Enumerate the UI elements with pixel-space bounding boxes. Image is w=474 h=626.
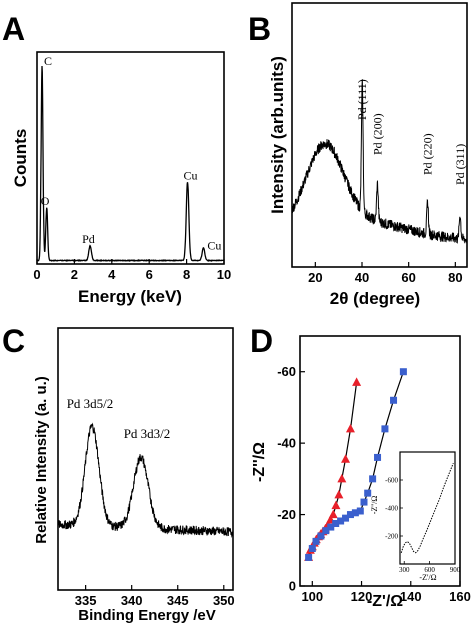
panel-a: A Counts Energy (keV) 0 2 4 6 8 10 C O Pd Cu Cu xyxy=(2,11,231,306)
panel-c-xps-spectrum xyxy=(57,422,234,539)
panel-b-xtick-label: 40 xyxy=(355,270,369,285)
panel-c-axes xyxy=(57,327,234,591)
panel-d-square-point xyxy=(346,511,354,519)
panel-d-triangle-point xyxy=(328,509,338,519)
panel-d-ytick-label: -40 xyxy=(277,435,296,450)
panel-a-peak-label: O xyxy=(41,194,50,208)
panel-b-ylabel: Intensity (arb.units) xyxy=(268,56,287,214)
panel-c-ylabel: Relative Intensity (a. u.) xyxy=(33,376,50,544)
panel-d-square-point xyxy=(369,475,377,483)
panel-d-inset: -Z''/Ω -Z'/Ω 300 600 900 -200 -400 -600 xyxy=(370,451,461,582)
inset-ylabel: -Z''/Ω xyxy=(370,496,379,515)
panel-d-square-point xyxy=(360,498,368,506)
panel-b-peak-label: Pd (220) xyxy=(421,133,435,175)
inset-ytick-label: -200 xyxy=(385,533,398,541)
panel-d-triangle-point xyxy=(345,423,355,433)
panel-d: D -Z''/Ω -Z'/Ω 100 120 140 160 0 -20 -40 -60 -Z… xyxy=(250,323,471,610)
inset-axes xyxy=(399,451,456,565)
panel-d-square-point xyxy=(322,527,330,535)
inset-xtick-label: 600 xyxy=(424,566,435,574)
panel-a-xtick-label: 4 xyxy=(108,267,116,282)
panel-b-peak-label: Pd (111) xyxy=(355,79,369,120)
panel-d-square-point xyxy=(381,425,389,433)
panel-c-xtick-label: 345 xyxy=(167,593,189,608)
panel-a-xtick-label: 8 xyxy=(183,267,190,282)
panel-d-square-point xyxy=(351,509,359,517)
panel-a-spectrum xyxy=(36,65,225,263)
panel-d-ytick-label: -60 xyxy=(277,364,296,379)
panel-b-xlabel: 2θ (degree) xyxy=(330,289,420,308)
panel-b-axes xyxy=(291,2,468,268)
inset-ytick-label: -600 xyxy=(385,477,398,485)
panel-d-square-point xyxy=(337,517,345,525)
panel-d-ytick-label: 0 xyxy=(289,578,296,593)
panel-d-triangle-point xyxy=(352,377,362,386)
panel-d-square-point xyxy=(317,532,325,540)
inset-xlabel: -Z'/Ω xyxy=(419,573,436,582)
panel-d-square-point xyxy=(308,545,316,552)
panel-c-peak-label: Pd 3d3/2 xyxy=(124,426,171,441)
panel-a-peak-label: Cu xyxy=(207,238,221,252)
panel-c: C Relative Intensity (a. u.) Binding Ene… xyxy=(2,323,235,624)
panel-d-square-point xyxy=(327,523,335,531)
panel-d-square-point xyxy=(332,520,340,527)
panel-c-letter: C xyxy=(2,323,25,359)
inset-ytick-label: -400 xyxy=(385,505,398,513)
panel-d-triangle-point xyxy=(337,473,347,483)
panel-b-letter: B xyxy=(248,11,271,47)
panel-a-xtick-label: 10 xyxy=(217,267,231,282)
panel-b: B Intensity (arb.units) 2θ (degree) 20 40… xyxy=(248,2,468,308)
panel-a-xtick-label: 6 xyxy=(146,267,153,282)
panel-d-xtick-label: 100 xyxy=(301,589,323,604)
panel-c-xtick-label: 350 xyxy=(213,593,235,608)
panel-d-square-point xyxy=(356,507,364,515)
panel-a-axes xyxy=(36,51,225,265)
panel-c-xlabel: Binding Energy /eV xyxy=(78,607,216,624)
panel-d-square-point xyxy=(312,537,320,545)
panel-b-xtick-label: 60 xyxy=(401,270,415,285)
panel-b-peak-label: Pd (311) xyxy=(453,144,467,185)
panel-d-triangle-point xyxy=(341,454,351,463)
panel-c-xtick-label: 340 xyxy=(121,593,143,608)
panel-b-peak-label: Pd (200) xyxy=(370,113,384,155)
panel-d-series-1-line xyxy=(308,382,358,558)
panel-d-xtick-label: 120 xyxy=(351,589,373,604)
inset-xtick-label: 300 xyxy=(399,566,410,574)
panel-d-square-point xyxy=(364,489,372,497)
panel-d-xtick-label: 140 xyxy=(400,589,422,604)
panel-d-triangle-point xyxy=(334,489,344,499)
panel-b-xtick-label: 80 xyxy=(448,270,462,285)
panel-c-xtick-label: 335 xyxy=(75,593,97,608)
panel-c-peak-label: Pd 3d5/2 xyxy=(67,396,114,411)
panel-d-square-point xyxy=(305,553,313,561)
panel-a-peak-label: Pd xyxy=(82,232,95,246)
panel-d-xlabel: -Z'/Ω xyxy=(367,593,403,610)
panel-a-ylabel: Counts xyxy=(11,129,30,188)
panel-b-xtick-label: 20 xyxy=(308,270,322,285)
panel-a-letter: A xyxy=(2,11,25,47)
panel-d-letter: D xyxy=(250,323,273,359)
panel-a-peak-label: Cu xyxy=(184,169,198,183)
inset-xtick-label: 900 xyxy=(450,566,461,574)
panel-d-square-point xyxy=(399,368,407,376)
panel-d-ytick-label: -20 xyxy=(277,507,296,522)
panel-a-peak-label: C xyxy=(44,54,52,68)
panel-b-xrd-pattern xyxy=(291,79,468,245)
panel-d-ylabel: -Z''/Ω xyxy=(251,442,268,482)
panel-d-triangle-point xyxy=(331,500,341,510)
panel-a-xtick-label: 0 xyxy=(33,267,40,282)
panel-d-square-point xyxy=(374,453,382,461)
panel-d-xtick-label: 160 xyxy=(449,589,471,604)
panel-d-square-point xyxy=(342,514,350,522)
panel-d-square-point xyxy=(390,396,398,404)
panel-a-xlabel: Energy (keV) xyxy=(78,287,182,306)
panel-a-xtick-label: 2 xyxy=(71,267,78,282)
panel-d-axes xyxy=(299,335,461,587)
